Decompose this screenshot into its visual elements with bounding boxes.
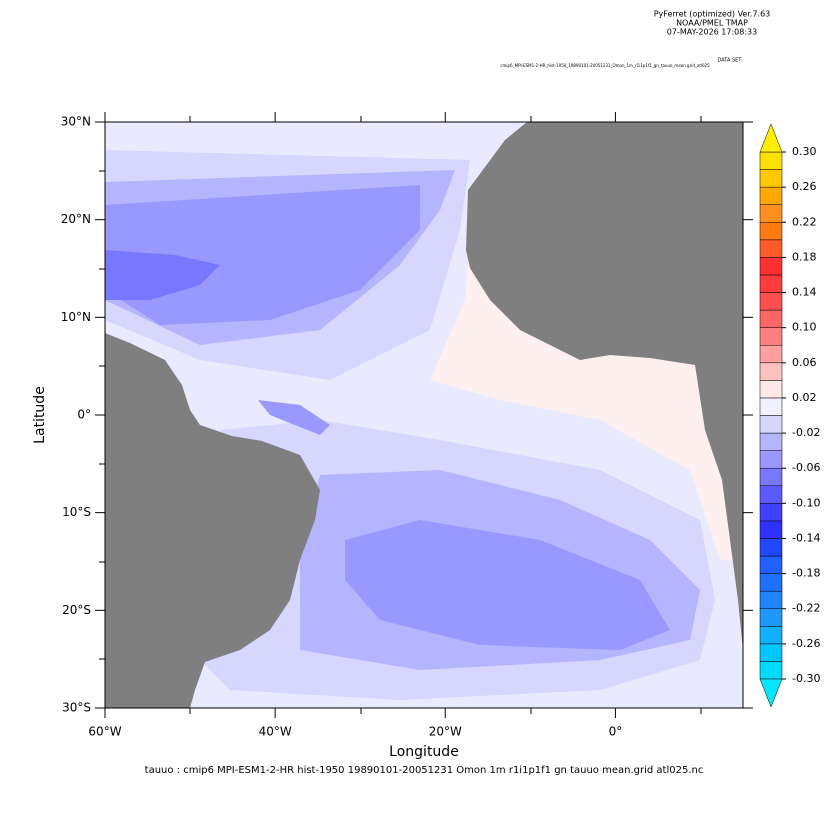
- colorbar-tick-label: -0.14: [792, 531, 820, 544]
- header-line: 07-MAY-2026 17:08:33: [667, 28, 757, 37]
- ocean-band: [345, 520, 670, 650]
- colorbar-band: [759, 274, 783, 293]
- colorbar-band: [759, 520, 783, 539]
- colorbar-tick-label: 0.14: [792, 286, 817, 299]
- colorbar-tick-label: 0.26: [792, 180, 817, 193]
- colorbar-band: [759, 590, 783, 609]
- colorbar-band: [759, 204, 783, 223]
- y-axis-label: Latitude: [32, 386, 48, 444]
- colorbar-tick-label: -0.30: [792, 672, 820, 685]
- colorbar-tick-label: 0.30: [792, 145, 817, 158]
- colorbar-band: [759, 503, 783, 522]
- header-line: NOAA/PMEL TMAP: [676, 19, 748, 28]
- colorbar-band: [759, 309, 783, 328]
- minor-ticks: [99, 116, 702, 714]
- dataset: cmip6_MPI-ESM1-2-HR_hist-1950_19890101-2…: [500, 63, 710, 68]
- colorbar-band: [759, 239, 783, 258]
- x-tick-label: 0°: [609, 725, 623, 739]
- colorbar-band: [759, 397, 783, 416]
- colorbar-band: [759, 432, 783, 451]
- colorbar-band: [759, 169, 783, 188]
- y-tick-label: 0°: [77, 408, 91, 422]
- colorbar-band: [759, 626, 783, 645]
- colorbar-tick-label: 0.10: [792, 321, 817, 334]
- colorbar-band: [759, 538, 783, 557]
- y-tick-label: 30°S: [62, 701, 91, 715]
- y-tick-label: 10°S: [62, 505, 91, 519]
- x-axis-label: Longitude: [389, 744, 459, 760]
- colorbar-band: [759, 450, 783, 469]
- colorbar-tick-label: 0.02: [792, 391, 817, 404]
- colorbar-band: [759, 292, 783, 311]
- colorbar-tick-label: 0.06: [792, 356, 817, 369]
- colorbar-tick-label: -0.22: [792, 602, 820, 615]
- x-tick-label: 40°W: [259, 725, 292, 739]
- header-line: PyFerret (optimized) Ver.7.63: [654, 10, 771, 19]
- colorbar-band: [759, 608, 783, 627]
- colorbar-tick-label: -0.18: [792, 567, 820, 580]
- colorbar-band: [759, 485, 783, 504]
- footnote: tauuo : cmip6 MPI-ESM1-2-HR hist-1950 19…: [145, 765, 704, 776]
- colorbar-tick-label: -0.02: [792, 426, 820, 439]
- colorbar-tick-label: -0.26: [792, 637, 820, 650]
- colorbar-tick-label: 0.22: [792, 215, 817, 228]
- colorbar-band: [759, 344, 783, 364]
- colorbar-band: [759, 186, 783, 205]
- land: [466, 122, 743, 650]
- y-tick-label: 30°N: [61, 115, 91, 129]
- ocean-band: [105, 185, 420, 325]
- colorbar-band: [759, 257, 783, 276]
- field: [105, 122, 743, 708]
- colorbar-band: [759, 380, 783, 399]
- colorbar-band: [759, 467, 783, 487]
- colorbar-band: [759, 573, 783, 592]
- x-tick-label: 20°W: [429, 725, 462, 739]
- ocean-band: [258, 400, 330, 435]
- ocean-band: [105, 250, 220, 300]
- colorbar-band: [759, 222, 783, 241]
- colorbar-tick-label: -0.10: [792, 496, 820, 509]
- colorbar-band: [759, 327, 783, 346]
- colorbar-band: [759, 151, 783, 170]
- land: [105, 333, 320, 708]
- colorbar-over: [759, 123, 783, 153]
- colorbar-band: [759, 643, 783, 662]
- x-tick-label: 60°W: [88, 725, 121, 739]
- y-tick-label: 20°S: [62, 603, 91, 617]
- colorbar-tick-label: -0.06: [792, 461, 820, 474]
- colorbar-under: [759, 678, 783, 708]
- y-tick-label: 20°N: [61, 212, 91, 226]
- dataset-label: DATA SET:: [718, 58, 743, 64]
- colorbar-band: [759, 362, 783, 381]
- colorbar-band: [759, 555, 783, 574]
- colorbar-band: [759, 415, 783, 434]
- y-tick-label: 10°N: [61, 310, 91, 324]
- colorbar-tick-label: 0.18: [792, 250, 817, 263]
- colorbar-band: [759, 661, 783, 680]
